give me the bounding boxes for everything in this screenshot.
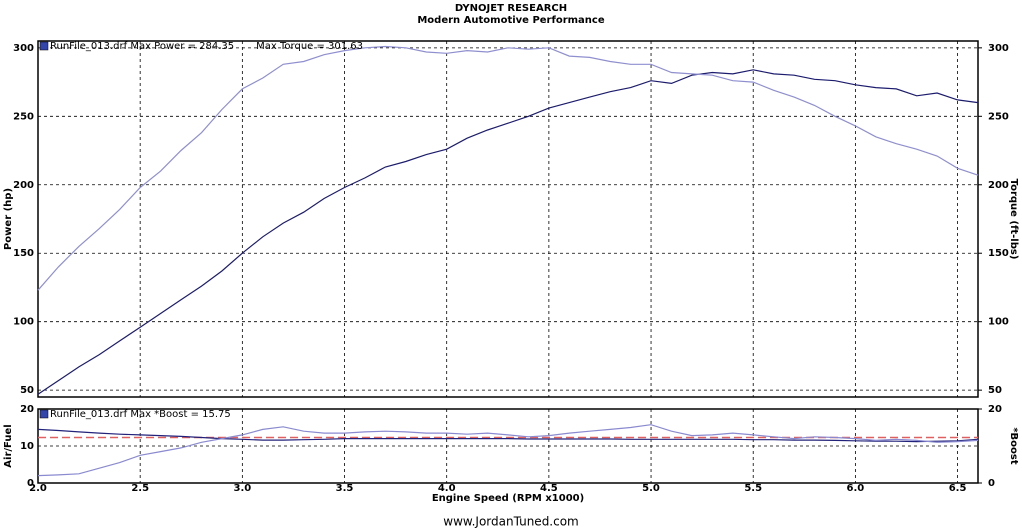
y-tick-label: 100	[13, 317, 34, 328]
y2-axis-label: Torque (ft-lbs)	[1008, 179, 1019, 260]
y-tick-label: 200	[13, 180, 34, 191]
series-line	[37, 428, 979, 443]
y-tick-label: 20	[20, 404, 34, 415]
legend-icon	[39, 41, 49, 51]
legend-icon	[39, 409, 49, 419]
y2-tick-label: 250	[988, 111, 1009, 122]
series-line	[37, 45, 979, 291]
x-tick-label: 3.5	[336, 483, 354, 494]
y2-axis-label: *Boost	[1008, 427, 1019, 465]
legend-text: Max Torque = 301.63	[256, 41, 363, 52]
y-axis-label: Power (hp)	[3, 188, 14, 250]
chart-title: DYNOJET RESEARCH	[455, 3, 567, 14]
x-tick-label: 4.5	[540, 483, 558, 494]
y2-tick-label: 300	[988, 43, 1009, 54]
series-line	[37, 69, 979, 395]
y2-tick-label: 200	[988, 180, 1009, 191]
y2-tick-label: 50	[988, 385, 1002, 396]
x-tick-label: 2.0	[29, 483, 47, 494]
x-tick-label: 6.0	[847, 483, 865, 494]
x-tick-label: 4.0	[438, 483, 456, 494]
legend-text: RunFile_013.drf Max *Boost = 15.75	[50, 409, 231, 420]
x-tick-label: 6.5	[949, 483, 967, 494]
y2-tick-label: 100	[988, 317, 1009, 328]
y-tick-label: 50	[20, 385, 34, 396]
y-tick-label: 300	[13, 43, 34, 54]
chart-subtitle: Modern Automotive Performance	[417, 15, 604, 26]
x-axis-label: Engine Speed (RPM x1000)	[432, 493, 584, 504]
footer: www.JordanTuned.com	[443, 515, 579, 529]
y2-tick-label: 150	[988, 248, 1009, 259]
y-tick-label: 10	[20, 441, 34, 452]
y-tick-label: 250	[13, 111, 34, 122]
y-axis-label: Air/Fuel	[3, 424, 14, 467]
x-tick-label: 2.5	[131, 483, 149, 494]
y2-tick-label: 0	[988, 478, 995, 489]
y2-tick-label: 20	[988, 404, 1002, 415]
plot-area	[37, 40, 979, 398]
x-tick-label: 5.0	[642, 483, 660, 494]
y-tick-label: 150	[13, 248, 34, 259]
legend-text: RunFile_013.drf Max Power = 284.35	[50, 41, 234, 52]
x-tick-label: 3.0	[233, 483, 251, 494]
x-tick-label: 5.5	[744, 483, 762, 494]
y-tick-label: 0	[27, 478, 34, 489]
series-line	[37, 424, 979, 477]
